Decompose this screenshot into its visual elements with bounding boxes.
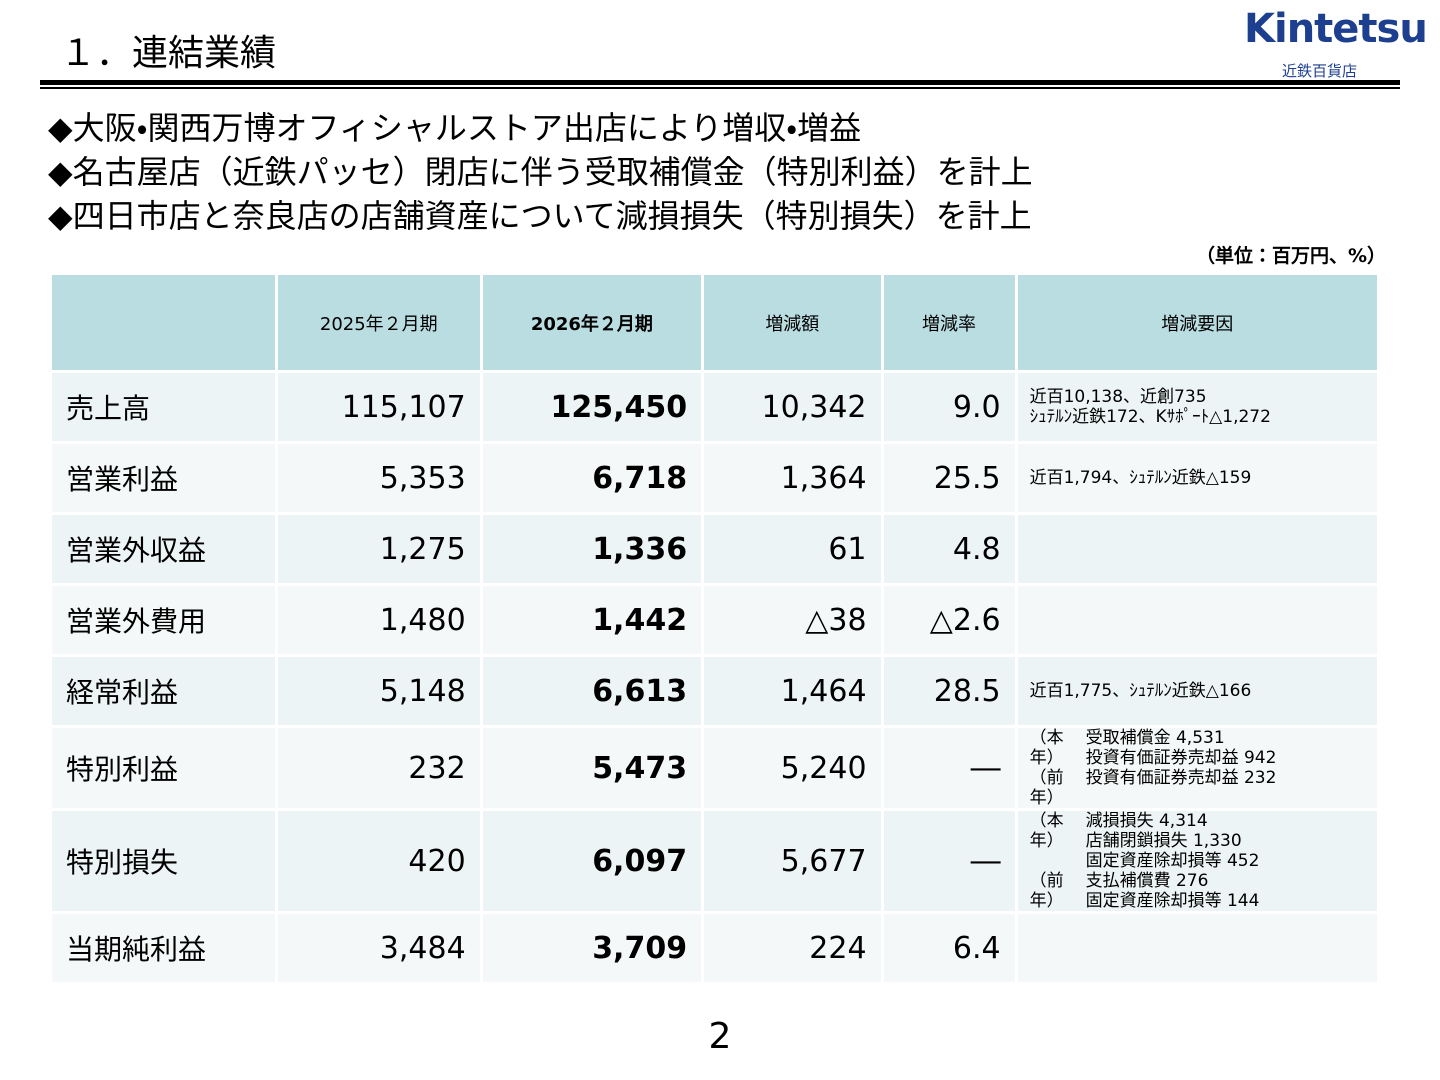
row-label: 経常利益: [52, 657, 275, 725]
reason-cell: （本年） 受取補償金 4,531 投資有価証券売却益 942 （前年） 投資有価証券売却…: [1017, 728, 1377, 808]
unit: （単位：百万円、%）: [1195, 245, 1386, 267]
logo: Kintetsu: [1244, 6, 1428, 52]
reason-group-label: （本年）: [1029, 728, 1064, 768]
cell: 125,450: [482, 373, 702, 441]
reason-cell: 近百1,794、ｼｭﾃﾙﾝ近鉄△159: [1017, 444, 1377, 512]
table-row: 経常利益 5,148 6,613 1,464 28.5 近百1,775、ｼｭﾃﾙﾝ近鉄△1…: [52, 657, 1377, 725]
row-label: 営業外費用: [52, 586, 275, 654]
table-row: 営業利益 5,353 6,718 1,364 25.5 近百1,794、ｼｭﾃﾙﾝ近鉄△1…: [52, 444, 1377, 512]
column-header: [52, 275, 275, 370]
row-label: 売上高: [52, 373, 275, 441]
cell: 3,709: [482, 914, 702, 982]
row-label: 特別利益: [52, 728, 275, 808]
row-label: 営業外収益: [52, 515, 275, 583]
cell: 1,442: [482, 586, 702, 654]
reason-group-label: （前年）: [1029, 768, 1064, 808]
cell: 5,240: [704, 728, 881, 808]
cell: 28.5: [883, 657, 1015, 725]
row-label: 当期純利益: [52, 914, 275, 982]
reason-cell: （本年） 減損損失 4,314 店舗閉鎖損失 1,330 固定資産除却損等 452 （前…: [1017, 811, 1377, 911]
column-header: 2025年２月期: [277, 275, 480, 370]
cell: 1,275: [277, 515, 480, 583]
column-header: 2026年２月期: [482, 275, 702, 370]
table-row: 特別利益 232 5,473 5,240 ― （本年） 受取補償金 4,531 投資有価証券売…: [52, 728, 1377, 808]
bullet: ◆名古屋店（近鉄パッセ）閉店に伴う受取補償金（特別利益）を計上: [48, 153, 1033, 191]
bullets: ◆大阪・関西万博オフィシャルストア出店により増収・増益 ◆名古屋店（近鉄パッセ）閉…: [48, 106, 1033, 238]
cell: 1,464: [704, 657, 881, 725]
cell: 6.4: [883, 914, 1015, 982]
row-label: 特別損失: [52, 811, 275, 911]
reason-line: 近百1,794、ｼｭﾃﾙﾝ近鉄△159: [1029, 468, 1252, 488]
cell: 10,342: [704, 373, 881, 441]
reason-items: 減損損失 4,314 店舗閉鎖損失 1,330 固定資産除却損等 452: [1086, 811, 1260, 871]
reason-items: 投資有価証券売却益 232: [1086, 768, 1277, 808]
reason-line: ｼｭﾃﾙﾝ近鉄172、Kｻﾎﾟｰﾄ△1,272: [1029, 407, 1271, 427]
cell: 1,364: [704, 444, 881, 512]
title: １．連結業績: [60, 33, 277, 74]
reason-items: 支払補償費 276 固定資産除却損等 144: [1086, 871, 1260, 911]
table-row: 当期純利益 3,484 3,709 224 6.4: [52, 914, 1377, 982]
reason-line: 店舗閉鎖損失 1,330: [1085, 831, 1242, 851]
page-number: 2: [708, 1016, 732, 1057]
reason-cell: [1017, 586, 1377, 654]
reason-group: （前年） 支払補償費 276 固定資産除却損等 144: [1030, 871, 1365, 911]
rule: [40, 80, 1400, 85]
cell: 1,336: [482, 515, 702, 583]
cell: 420: [277, 811, 480, 911]
cell: ―: [883, 811, 1015, 911]
cell: 6,613: [482, 657, 702, 725]
reason-group: （本年） 受取補償金 4,531 投資有価証券売却益 942: [1030, 728, 1365, 768]
cell: 9.0: [883, 373, 1015, 441]
reason-line: 投資有価証券売却益 232: [1085, 768, 1277, 788]
table-row: 特別損失 420 6,097 5,677 ― （本年） 減損損失 4,314 店舗閉鎖損失 1…: [52, 811, 1377, 911]
table-row: 売上高 115,107 125,450 10,342 9.0 近百10,138、近創735…: [52, 373, 1377, 441]
reason-group-label: （本年）: [1029, 811, 1064, 851]
rule: [40, 87, 1400, 89]
cell: 61: [704, 515, 881, 583]
cell: 5,677: [704, 811, 881, 911]
reason-cell: 近百1,775、ｼｭﾃﾙﾝ近鉄△166: [1017, 657, 1377, 725]
cell: 115,107: [277, 373, 480, 441]
cell: △2.6: [883, 586, 1015, 654]
table-row: 営業外収益 1,275 1,336 61 4.8: [52, 515, 1377, 583]
reason-line: 減損損失 4,314: [1085, 811, 1208, 831]
cell: 224: [704, 914, 881, 982]
cell: 25.5: [883, 444, 1015, 512]
reason-line: 近百10,138、近創735: [1029, 387, 1207, 407]
cell: 6,097: [482, 811, 702, 911]
cell: 6,718: [482, 444, 702, 512]
row-label: 営業利益: [52, 444, 275, 512]
cell: ―: [883, 728, 1015, 808]
column-header: 増減率: [883, 275, 1015, 370]
reason-line: 固定資産除却損等 452: [1085, 851, 1260, 871]
reason-line: 投資有価証券売却益 942: [1085, 748, 1277, 768]
reason-line: 固定資産除却損等 144: [1085, 891, 1260, 911]
cell: 3,484: [277, 914, 480, 982]
reason-group-label: （前年）: [1029, 871, 1064, 911]
cell: 5,353: [277, 444, 480, 512]
column-header: 増減要因: [1017, 275, 1377, 370]
reason-items: 受取補償金 4,531 投資有価証券売却益 942: [1086, 728, 1277, 768]
reason-cell: [1017, 914, 1377, 982]
reason-line: 支払補償費 276: [1085, 871, 1209, 891]
table-row: 営業外費用 1,480 1,442 △38 △2.6: [52, 586, 1377, 654]
reason-group: （前年） 投資有価証券売却益 232: [1030, 768, 1365, 808]
reason-line: 受取補償金 4,531: [1085, 728, 1225, 748]
bullet: ◆四日市店と奈良店の店舗資産について減損損失（特別損失）を計上: [48, 197, 1032, 235]
results-table: 2025年２月期 2026年２月期 増減額 増減率 増減要因売上高 115,107 125,…: [49, 272, 1380, 985]
bullet: ◆大阪・関西万博オフィシャルストア出店により増収・増益: [48, 109, 862, 147]
cell: 1,480: [277, 586, 480, 654]
cell: △38: [704, 586, 881, 654]
cell: 5,148: [277, 657, 480, 725]
reason-line: 近百1,775、ｼｭﾃﾙﾝ近鉄△166: [1029, 681, 1252, 701]
cell: 232: [277, 728, 480, 808]
reason-group: （本年） 減損損失 4,314 店舗閉鎖損失 1,330 固定資産除却損等 452: [1030, 811, 1365, 871]
column-header: 増減額: [704, 275, 881, 370]
cell: 5,473: [482, 728, 702, 808]
cell: 4.8: [883, 515, 1015, 583]
reason-cell: [1017, 515, 1377, 583]
logo-sub: 近鉄百貨店: [1282, 62, 1358, 80]
reason-cell: 近百10,138、近創735 ｼｭﾃﾙﾝ近鉄172、Kｻﾎﾟｰﾄ△1,272: [1017, 373, 1377, 441]
